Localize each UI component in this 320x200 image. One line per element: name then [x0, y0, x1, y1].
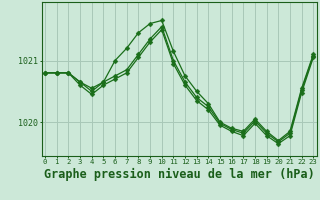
X-axis label: Graphe pression niveau de la mer (hPa): Graphe pression niveau de la mer (hPa) [44, 168, 315, 181]
